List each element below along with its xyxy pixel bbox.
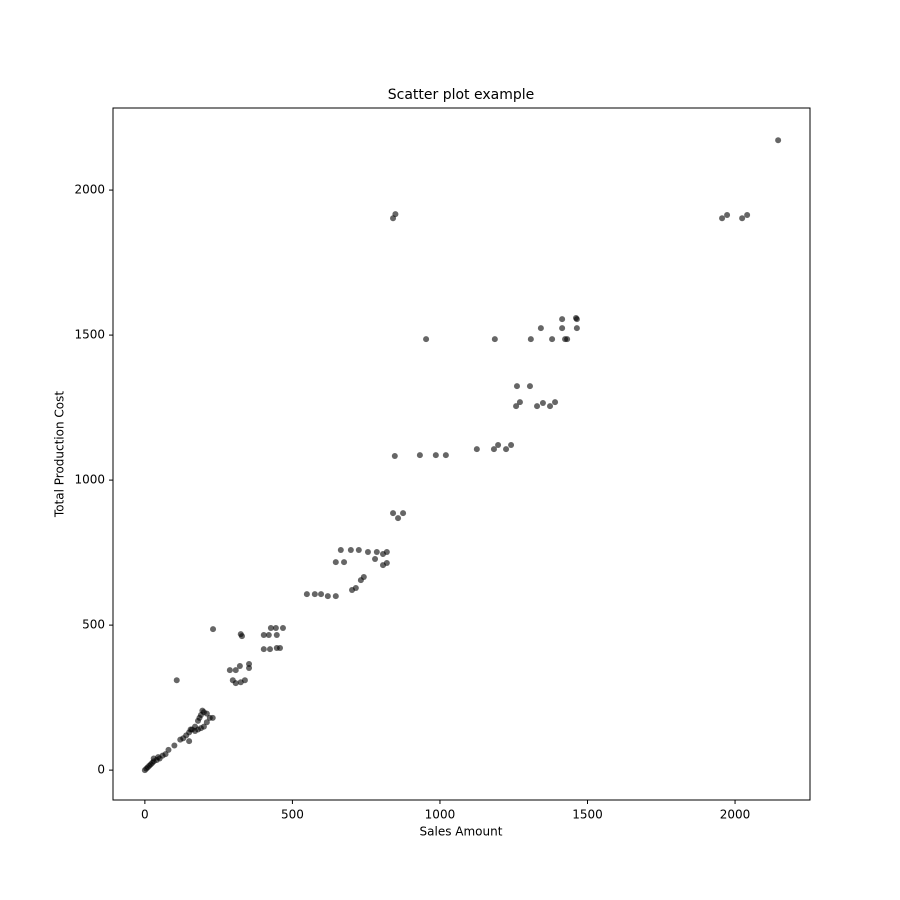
point <box>273 631 280 638</box>
point <box>383 560 390 567</box>
point <box>513 383 520 390</box>
point <box>491 336 498 343</box>
point <box>209 714 216 721</box>
point <box>277 645 284 652</box>
point <box>432 452 439 459</box>
point <box>355 546 362 553</box>
point <box>534 403 541 410</box>
x-tick-label: 2000 <box>720 808 751 822</box>
point <box>383 549 390 556</box>
point <box>197 725 204 732</box>
point <box>267 625 274 632</box>
point <box>559 325 566 332</box>
point <box>357 577 364 584</box>
point <box>391 453 398 460</box>
point <box>210 626 217 633</box>
point <box>265 631 272 638</box>
point <box>238 633 245 640</box>
point <box>199 707 206 714</box>
point <box>495 442 502 449</box>
point <box>347 546 354 553</box>
point <box>260 646 267 653</box>
point <box>165 746 172 753</box>
x-axis-label: Sales Amount <box>420 825 503 839</box>
point <box>490 446 497 453</box>
x-tick-label: 500 <box>281 808 304 822</box>
point <box>400 510 407 517</box>
x-tick-label: 1000 <box>425 808 456 822</box>
point <box>744 212 751 219</box>
point <box>508 442 515 449</box>
point <box>373 549 380 556</box>
point <box>423 336 430 343</box>
point <box>318 591 325 598</box>
point <box>232 667 239 674</box>
point <box>236 663 243 670</box>
point <box>559 316 566 323</box>
point <box>549 336 556 343</box>
point <box>171 742 178 749</box>
point <box>246 665 253 672</box>
point <box>332 593 339 600</box>
point <box>311 591 318 598</box>
y-tick-label: 0 <box>97 763 105 777</box>
point <box>572 314 579 321</box>
plot-frame <box>112 107 811 801</box>
point <box>229 677 236 684</box>
point <box>332 559 339 566</box>
point <box>739 215 746 222</box>
point <box>203 710 210 717</box>
point <box>226 667 233 674</box>
x-tick-label: 0 <box>141 808 149 822</box>
point <box>537 325 544 332</box>
point <box>724 212 731 219</box>
y-axis-label: Total Production Cost <box>53 391 67 518</box>
point <box>241 677 248 684</box>
point <box>173 677 180 684</box>
point <box>303 591 310 598</box>
point <box>266 646 273 653</box>
point <box>775 137 782 144</box>
point <box>395 515 402 522</box>
point <box>473 446 480 453</box>
point <box>162 751 169 758</box>
point <box>272 625 279 632</box>
point <box>390 510 397 517</box>
point <box>392 211 399 218</box>
point <box>372 555 379 562</box>
point <box>186 738 193 745</box>
point <box>547 403 554 410</box>
point <box>527 336 534 343</box>
point <box>442 452 449 459</box>
point <box>416 452 423 459</box>
point <box>260 631 267 638</box>
point <box>341 559 348 566</box>
point <box>526 383 533 390</box>
point <box>324 593 331 600</box>
point <box>364 549 371 556</box>
point <box>573 325 580 332</box>
y-tick-label: 1500 <box>74 328 105 342</box>
point <box>539 399 546 406</box>
point <box>349 587 356 594</box>
point <box>516 399 523 406</box>
point <box>564 336 571 343</box>
point <box>513 403 520 410</box>
chart-title: Scatter plot example <box>388 87 535 103</box>
point <box>719 215 726 222</box>
point <box>503 446 510 453</box>
x-tick-label: 1500 <box>572 808 603 822</box>
y-tick-label: 2000 <box>74 183 105 197</box>
point <box>337 546 344 553</box>
point <box>552 399 559 406</box>
point <box>192 727 199 734</box>
y-tick-label: 1000 <box>74 473 105 487</box>
point <box>203 719 210 726</box>
y-tick-label: 500 <box>82 618 105 632</box>
point <box>279 625 286 632</box>
